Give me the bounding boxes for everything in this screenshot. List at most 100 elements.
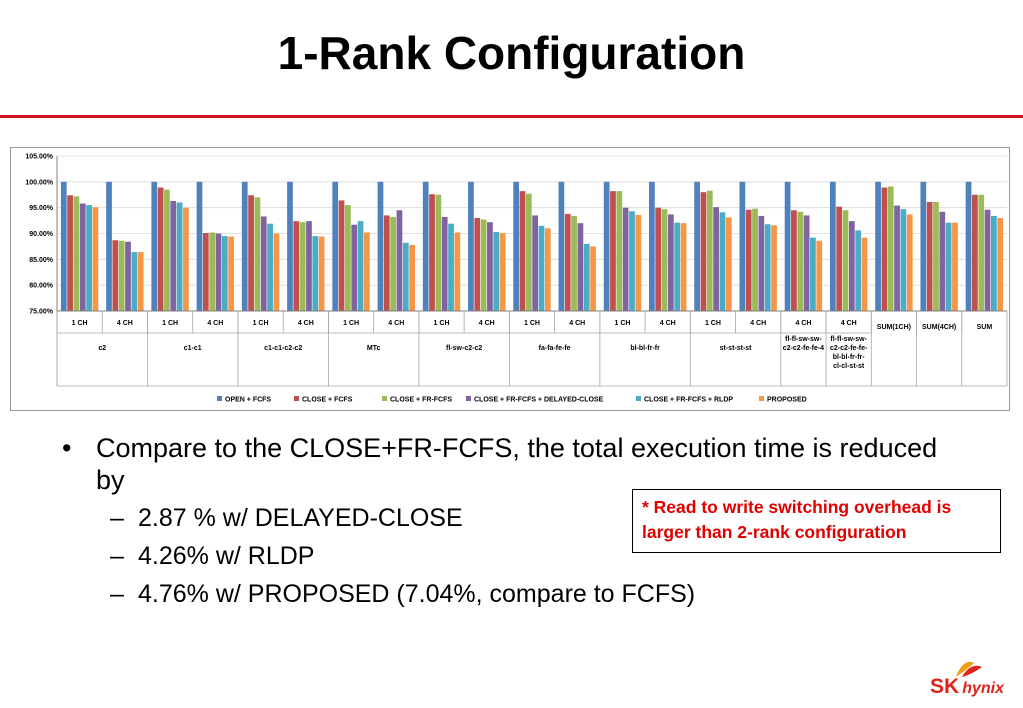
bar: [215, 233, 222, 311]
bar: [287, 181, 293, 311]
bar: [997, 218, 1004, 311]
dash-mark: –: [110, 542, 124, 570]
sub-bullet-text: 2.87 % w/ DELAYED-CLOSE: [138, 504, 463, 532]
bar: [803, 215, 810, 311]
category-label: 1 CH: [614, 320, 630, 327]
bar-chart: 75.00% 80.00% 85.00% 90.00% 95.00% 100.00% 105…: [10, 147, 1010, 411]
bar: [151, 181, 158, 311]
bar: [402, 242, 409, 311]
group-label: bl-bl-fr-fr: [630, 345, 660, 352]
bar: [991, 215, 997, 311]
bar: [649, 181, 655, 311]
bar: [900, 209, 907, 311]
bar: [933, 201, 939, 311]
bar: [797, 211, 804, 311]
group-label: SUM: [977, 324, 993, 331]
bar: [260, 216, 267, 311]
bar: [791, 210, 797, 311]
legend-label: CLOSE + FCFS: [302, 397, 353, 404]
bar: [945, 222, 952, 311]
bar: [583, 243, 590, 311]
bar: [674, 222, 681, 311]
bar: [364, 232, 370, 311]
bar: [978, 194, 985, 311]
bullet-dot: •: [62, 433, 72, 463]
bar: [273, 233, 280, 311]
group-label: MTc: [367, 345, 381, 352]
bar: [571, 215, 577, 311]
legend-swatch: [636, 396, 641, 401]
bar: [448, 223, 454, 311]
bar: [196, 181, 203, 311]
bar: [680, 223, 687, 311]
bar: [836, 206, 843, 311]
bar: [725, 217, 732, 311]
bar: [454, 232, 461, 311]
bar: [513, 181, 520, 311]
bar: [176, 202, 183, 311]
bar: [228, 236, 235, 311]
bar: [577, 223, 584, 311]
bar: [894, 205, 900, 311]
bar: [429, 194, 435, 311]
legend-swatch: [382, 396, 387, 401]
bar: [906, 214, 913, 311]
bar: [810, 237, 816, 311]
sub-bullet-text: 4.76% w/ PROPOSED (7.04%, compare to FCF…: [138, 580, 696, 608]
bar: [668, 214, 674, 311]
bar: [299, 222, 306, 311]
bar: [474, 218, 481, 311]
y-tick-label: 90.00%: [29, 231, 54, 238]
legend-label: OPEN + FCFS: [225, 397, 271, 404]
slide-title: 1-Rank Configuration: [277, 27, 746, 79]
category-label: 1 CH: [162, 320, 178, 327]
legend-label: CLOSE + FR-FCFS: [390, 397, 452, 404]
bar: [861, 237, 868, 311]
bar: [480, 219, 487, 311]
bar: [396, 210, 403, 311]
bar: [312, 236, 319, 311]
bar: [137, 252, 144, 311]
bar: [390, 216, 396, 311]
category-label: 4 CH: [750, 320, 766, 327]
category-label: 4 CH: [117, 320, 133, 327]
bar: [351, 224, 358, 311]
y-tick-label: 80.00%: [29, 283, 54, 290]
category-label: 1 CH: [72, 320, 88, 327]
logo-brand: SK: [930, 675, 960, 698]
bar: [468, 181, 474, 311]
bar: [661, 209, 668, 311]
group-label: c2-c2-fe-fe-: [830, 345, 868, 352]
y-tick-label: 85.00%: [29, 257, 54, 264]
legend-label: PROPOSED: [767, 397, 807, 404]
legend-swatch: [217, 396, 222, 401]
group-label: fl-sw-c2-c2: [446, 345, 482, 352]
y-tick-label: 100.00%: [25, 179, 53, 186]
bar: [558, 181, 565, 311]
sub-bullet-delayed-close: – 2.87 % w/ DELAYED-CLOSE: [62, 502, 962, 534]
bar: [616, 191, 623, 311]
bar: [221, 236, 228, 311]
category-label: 4 CH: [388, 320, 404, 327]
bar: [92, 207, 99, 311]
bar: [183, 207, 189, 311]
legend-swatch: [294, 396, 299, 401]
title-divider: [0, 115, 1023, 118]
category-label: 1 CH: [434, 320, 450, 327]
bullet-main-text: Compare to the CLOSE+FR-FCFS, the total …: [96, 433, 938, 495]
bar: [564, 213, 571, 311]
bar: [829, 181, 836, 311]
bar: [86, 205, 92, 311]
y-tick-label: 105.00%: [25, 154, 53, 161]
group-label: c2-c2-fe-fe-4: [783, 345, 824, 352]
category-label: 4 CH: [569, 320, 585, 327]
bar: [338, 200, 345, 311]
category-label: 1 CH: [253, 320, 269, 327]
bar: [544, 228, 551, 311]
bar: [739, 181, 746, 311]
bar: [202, 232, 209, 311]
bar: [73, 196, 80, 311]
bar: [655, 207, 662, 311]
bar: [499, 232, 506, 311]
category-label: 1 CH: [524, 320, 540, 327]
